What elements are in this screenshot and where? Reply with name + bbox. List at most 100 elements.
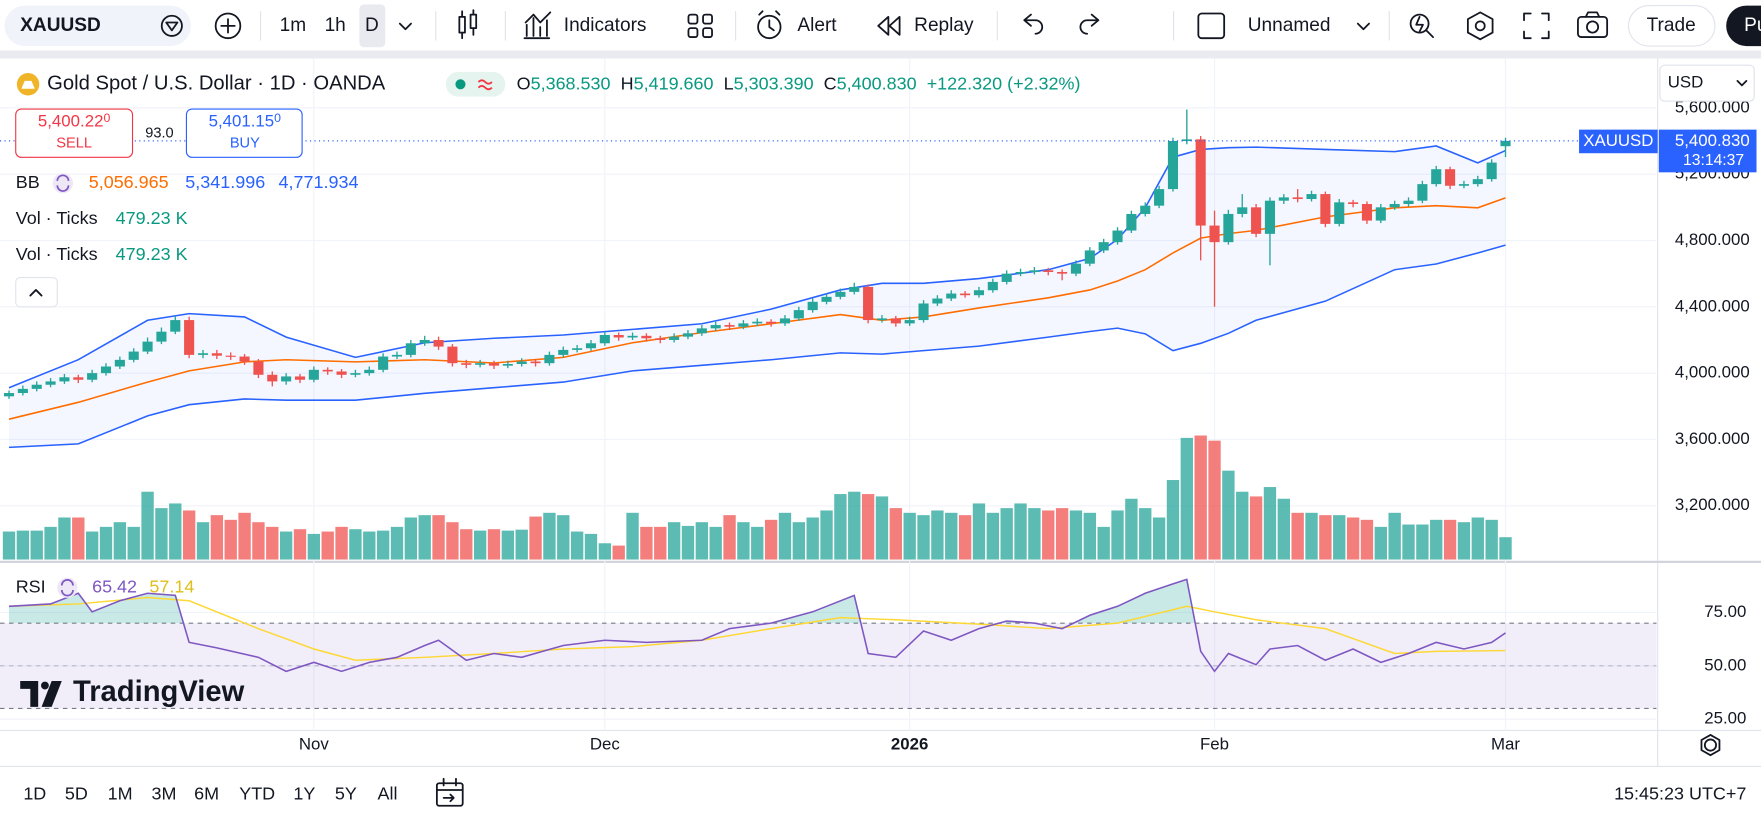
volume-bar	[210, 515, 224, 560]
quick-search[interactable]	[1409, 13, 1434, 38]
buy-price[interactable]: 5,401.150	[209, 111, 282, 131]
symbol[interactable]: XAUUSD	[20, 15, 101, 36]
rsi-ma-line	[8, 596, 1506, 661]
interval[interactable]: 1h	[325, 15, 346, 36]
volume-bar	[667, 522, 681, 560]
volume-bar	[44, 526, 57, 560]
alert-button[interactable]: Alert	[797, 15, 837, 36]
templates-icon[interactable]	[687, 13, 713, 38]
indicators-button[interactable]: Indicators	[564, 15, 647, 36]
axis-settings[interactable]	[1700, 734, 1721, 757]
sell-price[interactable]: 5,400.220	[38, 111, 111, 131]
interval-menu[interactable]	[398, 22, 412, 31]
symbol-search[interactable]	[4, 5, 191, 47]
clock[interactable]: 15:45:23 UTC+7	[1614, 783, 1746, 803]
interval[interactable]: 1m	[280, 15, 307, 36]
volume-bar	[1208, 440, 1221, 560]
currency[interactable]: USD	[1668, 73, 1704, 92]
layout-icon[interactable]	[1197, 12, 1226, 40]
volume-bar	[1180, 437, 1193, 560]
candle-body	[932, 298, 943, 304]
replay-button[interactable]: Replay	[914, 15, 974, 36]
volume-bar	[640, 526, 653, 560]
trade-button[interactable]	[1627, 5, 1716, 47]
rsi-value: 65.42	[92, 576, 137, 596]
market-status[interactable]	[445, 71, 506, 97]
currency-menu[interactable]	[1659, 64, 1755, 102]
snapshot[interactable]	[1577, 11, 1609, 38]
volume-bar	[196, 522, 210, 560]
axes: Nov Dec 2026 Feb Mar 3,200.000 3,600.000 4,000.…	[299, 97, 1750, 753]
candle-body	[336, 371, 347, 375]
candle-body	[1278, 197, 1289, 201]
rsi-name[interactable]: RSI	[16, 576, 46, 596]
range-button[interactable]: YTD	[239, 783, 275, 803]
volume-bar	[349, 529, 362, 560]
redo[interactable]	[1079, 13, 1100, 35]
candle-body	[1251, 207, 1262, 234]
sell-label[interactable]: SELL	[56, 136, 92, 152]
range-button[interactable]: 5D	[65, 783, 88, 803]
candle-body	[1375, 207, 1386, 221]
publish-button[interactable]	[1726, 5, 1761, 47]
volume-bar	[695, 522, 709, 560]
x-tick-label: 2026	[891, 735, 928, 754]
volume-bar	[557, 515, 570, 560]
volume-bar	[723, 515, 736, 560]
buy-label[interactable]: BUY	[230, 136, 260, 152]
volume-bar	[460, 529, 473, 560]
y-tick-label: 5,600.000	[1675, 97, 1750, 116]
replay-icon[interactable]	[877, 15, 901, 36]
layout-menu[interactable]	[1356, 22, 1370, 31]
vol-name[interactable]: Vol · Ticks	[16, 244, 98, 264]
rsi-tick-label: 75.00	[1704, 602, 1746, 621]
collapse-legend[interactable]	[15, 277, 58, 308]
range-button[interactable]: 3M	[151, 783, 176, 803]
candle-body	[987, 281, 998, 291]
range-button[interactable]: 1Y	[293, 783, 315, 803]
trade-label[interactable]: Trade	[1647, 15, 1696, 36]
legend: Gold Spot / U.S. Dollar · 1D · OANDA O5,…	[15, 71, 1081, 708]
volume-bar	[182, 510, 196, 560]
chart-type[interactable]	[458, 9, 478, 40]
range-button[interactable]: 5Y	[335, 783, 357, 803]
range-button[interactable]: 6M	[194, 783, 219, 803]
candle-body	[378, 356, 389, 370]
fullscreen[interactable]	[1523, 12, 1550, 40]
add-symbol[interactable]	[214, 12, 242, 40]
sell-button[interactable]	[15, 108, 134, 158]
range-button[interactable]: 1M	[108, 783, 133, 803]
candle-body	[156, 331, 167, 342]
symbol-logo-mark	[21, 80, 35, 89]
interval[interactable]: D	[365, 15, 379, 36]
date-range-picker[interactable]	[435, 777, 464, 807]
undo[interactable]	[1023, 13, 1044, 35]
x-tick-label: Mar	[1491, 735, 1520, 754]
bb-name[interactable]: BB	[16, 172, 40, 192]
vol-value: 479.23 K	[116, 208, 188, 228]
volume-bar	[224, 519, 237, 560]
vol-name[interactable]: Vol · Ticks	[16, 208, 98, 228]
collapse-chevron	[29, 289, 43, 297]
candle-body	[1472, 179, 1483, 185]
alert-icon[interactable]	[757, 10, 782, 40]
range-button[interactable]: 1D	[23, 783, 46, 803]
candle-body	[669, 336, 680, 340]
range-button[interactable]: All	[377, 783, 397, 803]
layout-name[interactable]: Unnamed	[1248, 15, 1331, 36]
publish-label[interactable]: Pu	[1744, 15, 1761, 36]
buy-button[interactable]	[185, 108, 303, 158]
volume-bar	[972, 503, 986, 560]
indicators-icon[interactable]	[523, 11, 552, 40]
symbol-title[interactable]: Gold Spot / U.S. Dollar · 1D · OANDA	[47, 73, 386, 95]
toolbar-divider	[0, 50, 1761, 59]
candle-body	[1500, 140, 1511, 147]
volume-bar	[363, 531, 376, 560]
bb-upper-line	[8, 145, 1506, 389]
settings[interactable]	[1466, 11, 1494, 41]
top-toolbar: XAUUSD 1m 1h D Indicators Alert Replay U…	[4, 4, 1761, 48]
candle-body	[696, 328, 707, 334]
compare-icon[interactable]	[160, 14, 183, 37]
volume-bar	[1471, 517, 1484, 560]
volume-bar	[958, 515, 972, 560]
